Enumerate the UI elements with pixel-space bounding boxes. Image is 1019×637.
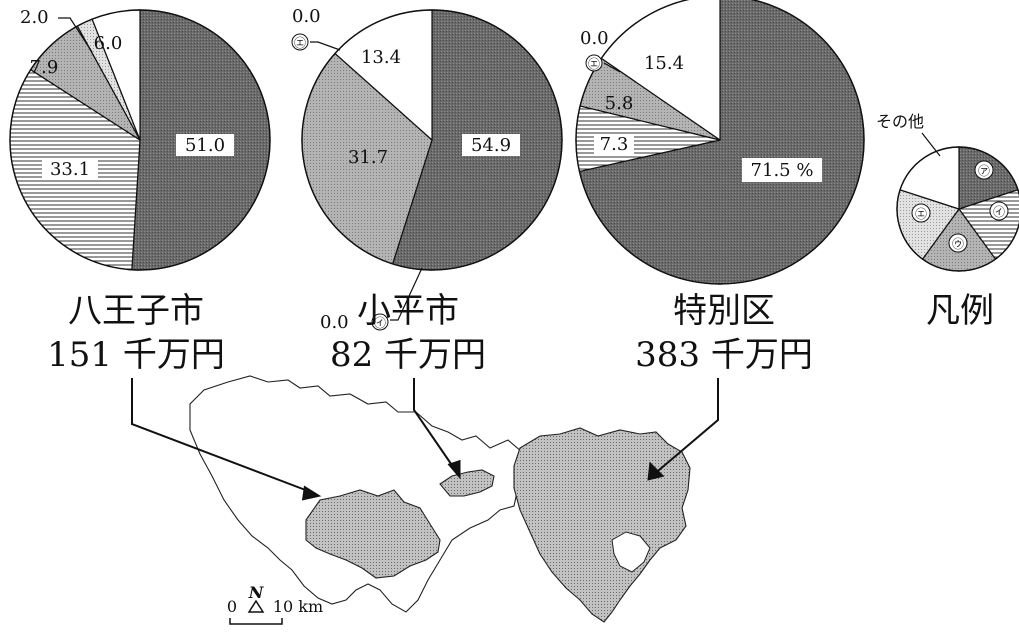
legend-other-label: その他 (876, 112, 924, 131)
chart-total-hachioji: 151 千万円 (47, 335, 225, 375)
data-label-hachioji-other: 6.0 (94, 33, 123, 54)
data-label-kodaira-u: 31.7 (348, 147, 388, 168)
arrow-head (447, 460, 461, 480)
arrow-kodaira (413, 378, 459, 475)
category-marker-e (291, 33, 309, 51)
data-label-kodaira-other: 13.4 (361, 47, 401, 68)
chart-title-kodaira: 小平市 (357, 291, 459, 331)
data-label-kodaira-i: 0.0 (320, 312, 349, 333)
map-bay-reclaimed (611, 531, 651, 573)
category-marker-e (585, 54, 603, 72)
chart-title-hachioji: 八王子市 (68, 291, 204, 331)
legend-marker-i-text: ㋑ (993, 205, 1005, 219)
legend-marker-u-text: ㋒ (952, 237, 964, 251)
category-marker-e-text: ㋓ (294, 36, 306, 50)
pie-kodaira-labels: 54.9 0.0 ㋑ 31.7 0.0 ㋓ 13.4 (291, 6, 520, 333)
north-arrow-icon (247, 599, 265, 613)
data-label-tokubetsuku-e: 0.0 (580, 28, 609, 49)
data-label-hachioji-u: 7.9 (30, 57, 59, 78)
scale-distance-label: 10 km (273, 597, 323, 616)
data-label-tokubetsuku-a: 71.5 % (751, 160, 814, 181)
pie-chart-kodaira (301, 9, 563, 271)
chart-total-tokubetsuku: 383 千万円 (635, 335, 813, 375)
map-tokubetsuku (513, 427, 691, 623)
tokubetsuku-outline (575, 0, 865, 285)
data-label-tokubetsuku-other: 15.4 (644, 53, 684, 74)
legend-title: 凡例 (926, 291, 994, 331)
label-box (594, 134, 634, 154)
scale-bar (229, 618, 283, 625)
hachioji-outline (9, 9, 271, 271)
legend-marker-e-text: ㋓ (915, 207, 927, 221)
data-label-tokubetsuku-u: 5.8 (605, 93, 634, 114)
label-box (462, 134, 520, 156)
legend-labels: その他 ㋐ ㋑ ㋒ ㋓ (876, 112, 1009, 253)
category-marker-i (371, 313, 389, 331)
legend-marker-a-text: ㋐ (978, 164, 990, 178)
arrow-hachioji (131, 378, 317, 495)
label-box (176, 134, 234, 156)
map-hachioji (305, 489, 441, 579)
category-marker-e-text: ㋓ (588, 57, 600, 71)
leader-line (921, 132, 941, 157)
label-box (742, 158, 822, 182)
pie-chart-tokubetsuku (575, 0, 865, 285)
chart-total-kodaira: 82 千万円 (330, 335, 486, 375)
leader-line (390, 267, 423, 321)
legend-marker-i (989, 201, 1009, 221)
legend-marker-a (974, 160, 994, 180)
leader-line (58, 17, 93, 53)
north-label: N (248, 583, 265, 602)
arrow-tokubetsuku (651, 378, 719, 477)
chart-title-tokubetsuku: 特別区 (673, 291, 775, 331)
pie-hachioji-labels: 51.0 33.1 7.9 2.0 6.0 (20, 7, 234, 180)
label-box (42, 158, 98, 180)
arrow-head (647, 461, 665, 481)
leader-line (603, 62, 621, 73)
data-label-kodaira-e: 0.0 (292, 6, 321, 27)
legend-marker-e (911, 203, 931, 223)
arrow-head (301, 485, 322, 501)
leader-line (310, 41, 341, 51)
data-label-tokubetsuku-i: 7.3 (600, 134, 629, 155)
category-marker-i-text: ㋑ (374, 316, 386, 330)
legend-marker-u (948, 233, 968, 253)
data-label-hachioji-i: 33.1 (50, 159, 90, 180)
tokyo-map: N 0 10 km (131, 375, 719, 625)
pie-tokubetsuku-labels: 71.5 % 7.3 5.8 0.0 ㋓ 15.4 (580, 28, 822, 182)
pie-chart-hachioji (9, 9, 271, 271)
scale-zero-label: 0 (227, 597, 237, 616)
data-label-hachioji-a: 51.0 (185, 135, 225, 156)
data-label-kodaira-a: 54.9 (471, 135, 511, 156)
legend-outline (896, 146, 1019, 272)
kodaira-outline (301, 9, 563, 271)
data-label-hachioji-e: 2.0 (20, 7, 49, 28)
